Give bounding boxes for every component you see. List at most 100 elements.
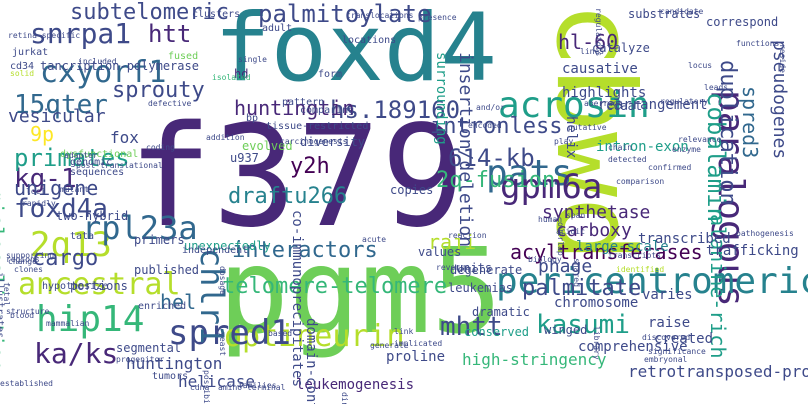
- cloud-word-portions: portions: [70, 279, 128, 293]
- cloud-word-clones: clones: [14, 265, 43, 274]
- cloud-word-tissue-restricted: tissue-restricted: [266, 121, 369, 132]
- cloud-word-proline: proline: [386, 349, 446, 365]
- cloud-word-and-or: and/or: [476, 103, 505, 112]
- cloud-word-generate: generate: [370, 341, 409, 350]
- cloud-word-dosage: dosage: [218, 266, 227, 295]
- cloud-word-rearrangement: rearrangement: [598, 97, 708, 113]
- cloud-word-palmitoylate: palmitoylate: [258, 0, 432, 28]
- cloud-word-fused: fused: [168, 51, 199, 62]
- cloud-word-solid: solid: [10, 69, 35, 78]
- cloud-word-reverse: reverse: [436, 263, 470, 272]
- cloud-word-identified: identified: [616, 265, 665, 274]
- cloud-word-2q13: 2q13: [30, 225, 112, 265]
- cloud-word-change: change: [8, 257, 37, 266]
- cloud-word-span: span: [566, 211, 586, 220]
- cloud-word-biology: biology: [528, 255, 562, 264]
- cloud-word-retina-specific: retina-specific: [8, 31, 81, 40]
- cloud-word-acute: acute: [362, 235, 387, 244]
- cloud-word-y2h: y2h: [290, 154, 330, 179]
- cloud-word-yeast: yeast: [218, 332, 227, 357]
- cloud-word-catalyze: catalyze: [592, 41, 650, 55]
- cloud-word-insertion-deletion: insertion/deletion: [455, 52, 476, 248]
- cloud-word-primers: primers: [134, 233, 185, 247]
- cloud-word-functions: functions: [736, 39, 780, 48]
- cloud-word-comparison: comparison: [616, 177, 665, 186]
- cloud-word-progenitor: progenitor: [116, 355, 165, 364]
- cloud-word-adult: adult: [262, 23, 293, 34]
- cloud-word-cargo: cargo: [32, 246, 99, 271]
- cloud-word-clusters: clusters: [192, 9, 241, 20]
- cloud-word-snrpa1: snrpa1: [30, 17, 132, 50]
- cloud-word-values: values: [418, 245, 462, 259]
- cloud-word-sprouty: sprouty: [112, 78, 205, 103]
- cloud-word-leads: leads: [704, 83, 729, 92]
- cloud-word-palmitate: palmitate: [522, 276, 642, 301]
- cloud-word-correspond: correspond: [706, 15, 779, 29]
- cloud-word-retrotransposed-processed: retrotransposed-processed: [628, 362, 808, 381]
- cloud-word-loci: loci: [26, 187, 46, 196]
- cloud-word-adapter: adapter: [64, 151, 98, 160]
- cloud-word-units: units: [456, 261, 493, 275]
- cloud-word-conserved: conserved: [464, 325, 530, 339]
- cloud-word-15qter: 15qter: [14, 90, 108, 120]
- cloud-word-supporting: supporting: [6, 251, 55, 260]
- cloud-word-sequences: sequences: [70, 167, 125, 178]
- cloud-word-htt: htt: [148, 20, 192, 48]
- cloud-word-leukemias: leukemias: [448, 281, 514, 295]
- cloud-word-2q-fusion: 2q-fusion: [436, 168, 556, 193]
- cloud-word-unigene: unigene: [14, 176, 99, 200]
- cloud-word-isolated: isolated: [212, 73, 251, 82]
- cloud-word-pericentromeric: pericentromeric: [496, 261, 808, 302]
- cloud-word-detected: detected: [608, 155, 647, 164]
- cloud-word-two-hybrid: two-hybrid: [56, 209, 129, 223]
- cloud-word-regulators: regulators: [594, 8, 603, 57]
- cloud-word-library: library: [592, 326, 601, 360]
- cloud-word-implicated: implicated: [394, 339, 443, 348]
- cloud-word-foxd4: foxd4: [214, 0, 497, 103]
- cloud-word-evolved: evolved: [242, 139, 293, 153]
- cloud-word-copies: copies: [390, 183, 434, 197]
- cloud-word-domain-containing: domain-containing: [303, 318, 319, 404]
- cloud-word-shared: shared: [572, 258, 581, 287]
- cloud-word-based: based: [268, 329, 293, 338]
- cloud-word-helicase: helicase: [178, 372, 256, 391]
- cloud-word-families: families: [238, 381, 277, 390]
- cloud-word-locations: locations: [342, 35, 397, 46]
- cloud-word-rapidly: rapidly: [22, 199, 56, 208]
- cloud-word-gpm6a: gpm6a: [500, 167, 603, 207]
- cloud-word-hel: hel: [160, 290, 197, 314]
- cloud-word-unexpectedly: unexpectedly: [184, 239, 271, 253]
- cloud-word-substrates: substrates: [628, 7, 701, 21]
- cloud-word-human: human: [538, 215, 563, 224]
- cloud-word-regulatory: regulatory: [660, 97, 709, 106]
- cloud-word-9p: 9p: [30, 122, 55, 146]
- cloud-word-intron-exon: intron-exon: [596, 139, 689, 155]
- cloud-word-presence: presence: [418, 13, 457, 22]
- cloud-word-hs-189160: hs.189160: [330, 96, 461, 124]
- cloud-word-hl-60: hl-60: [558, 30, 619, 54]
- cloud-word-primates: primates: [14, 144, 130, 172]
- cloud-word-aberrant: aberrant: [584, 99, 623, 108]
- cloud-word-hip14: hip14: [36, 299, 145, 340]
- cloud-word-foxd4a: foxd4a: [14, 194, 108, 224]
- cloud-word-leukemogenesis: leukemogenesis: [296, 377, 415, 393]
- cloud-word-hd: hd: [234, 67, 249, 81]
- cloud-word-mammalian: mammalian: [46, 319, 90, 328]
- cloud-word-link: link: [394, 327, 414, 336]
- cloud-word-form: form: [318, 69, 343, 80]
- cloud-word-hypothesize: hypothesize: [42, 281, 109, 292]
- cloud-word-pgm5: pgm5: [218, 222, 503, 360]
- cloud-word-play: play: [554, 137, 574, 146]
- cloud-word-kasumi: kasumi: [536, 310, 630, 340]
- cloud-word-chain: chain: [608, 143, 633, 152]
- cloud-word-cxyorf1: cxyorf1: [40, 55, 167, 90]
- cloud-word-regions: regions: [6, 255, 40, 264]
- cloud-word-surrounding: surrounding: [433, 52, 449, 145]
- cloud-word-putative: putative: [568, 123, 607, 132]
- cloud-word-segmental: segmental: [116, 341, 182, 355]
- cloud-word-comparing: comparing: [300, 105, 355, 116]
- cloud-word-structure: structure: [6, 307, 50, 316]
- cloud-word-defective: defective: [148, 99, 192, 108]
- cloud-word-synthetase: synthetase: [542, 202, 651, 223]
- cloud-word-possibility: possibility: [202, 370, 211, 404]
